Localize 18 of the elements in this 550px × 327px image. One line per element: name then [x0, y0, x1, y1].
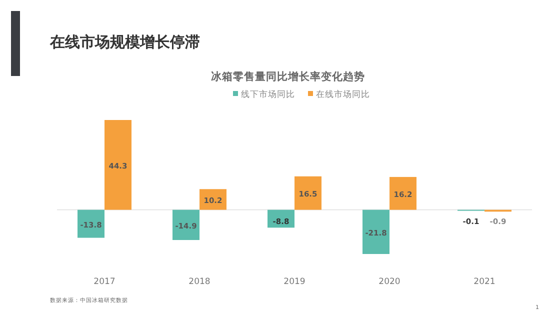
- bar: [104, 120, 132, 210]
- legend-item: 在线市场同比: [308, 90, 370, 100]
- bar: [200, 189, 226, 210]
- bar: [362, 210, 390, 254]
- legend-label: 在线市场同比: [316, 89, 370, 100]
- legend-item: 线下市场同比: [233, 90, 295, 100]
- bar: [390, 176, 416, 210]
- chart-title: 冰箱零售量同比增长率变化趋势: [211, 70, 365, 83]
- legend-label: 线下市场同比: [241, 89, 295, 100]
- x-tick-label: 2019: [284, 277, 306, 287]
- x-tick-label: 2021: [474, 277, 496, 287]
- bar: [172, 210, 200, 240]
- x-tick-label: 2017: [94, 277, 116, 287]
- chart-subtitle: 在线市场规模增长停滞: [49, 33, 200, 51]
- bar: [78, 210, 104, 238]
- x-tick-label: 2018: [188, 277, 210, 287]
- bar: [294, 176, 322, 210]
- x-tick-label: 2020: [378, 277, 400, 287]
